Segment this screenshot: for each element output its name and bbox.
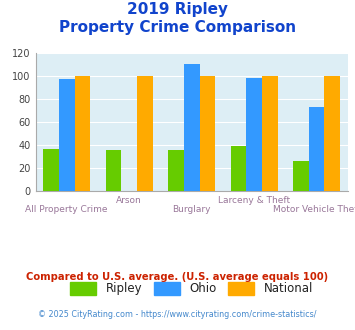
Bar bbox=[106, 150, 121, 191]
Text: © 2025 CityRating.com - https://www.cityrating.com/crime-statistics/: © 2025 CityRating.com - https://www.city… bbox=[38, 310, 317, 319]
Text: 2019 Ripley: 2019 Ripley bbox=[127, 2, 228, 16]
Text: Motor Vehicle Theft: Motor Vehicle Theft bbox=[273, 205, 355, 214]
Bar bbox=[184, 64, 200, 191]
Text: Property Crime Comparison: Property Crime Comparison bbox=[59, 20, 296, 35]
Bar bbox=[168, 150, 184, 191]
Bar bbox=[309, 107, 324, 191]
Bar bbox=[231, 147, 246, 191]
Text: All Property Crime: All Property Crime bbox=[26, 205, 108, 214]
Text: Larceny & Theft: Larceny & Theft bbox=[218, 196, 290, 205]
Text: Compared to U.S. average. (U.S. average equals 100): Compared to U.S. average. (U.S. average … bbox=[26, 272, 329, 282]
Bar bbox=[200, 76, 215, 191]
Bar bbox=[246, 78, 262, 191]
Bar bbox=[324, 76, 340, 191]
Bar bbox=[293, 161, 309, 191]
Bar bbox=[262, 76, 278, 191]
Bar bbox=[75, 76, 90, 191]
Bar bbox=[59, 80, 75, 191]
Bar bbox=[43, 148, 59, 191]
Text: Arson: Arson bbox=[116, 196, 142, 205]
Legend: Ripley, Ohio, National: Ripley, Ohio, National bbox=[65, 278, 318, 300]
Bar bbox=[137, 76, 153, 191]
Text: Burglary: Burglary bbox=[173, 205, 211, 214]
